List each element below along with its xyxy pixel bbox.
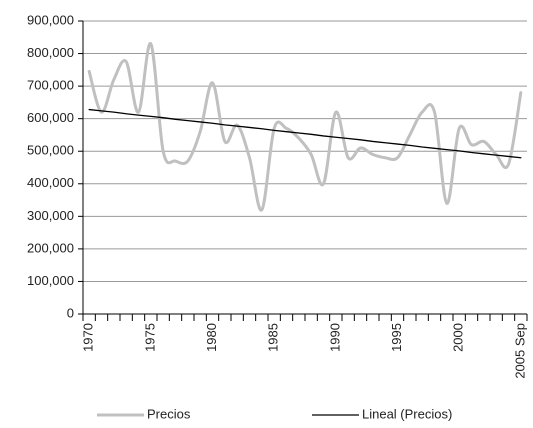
legend-label: Lineal (Precios): [362, 406, 452, 421]
x-tick-label: 2000: [451, 323, 466, 352]
y-tick-label: 300,000: [27, 208, 74, 223]
y-tick-label: 500,000: [27, 143, 74, 158]
x-tick-label: 1995: [389, 323, 404, 352]
series-line: [88, 108, 522, 159]
legend-label: Precios: [147, 406, 191, 421]
y-tick-label: 400,000: [27, 175, 74, 190]
x-tick-label: 1990: [327, 323, 342, 352]
x-tick-label: 2005 Sep: [512, 323, 527, 379]
y-tick-label: 200,000: [27, 240, 74, 255]
series-line: [87, 42, 523, 212]
y-tick-label: 800,000: [27, 45, 74, 60]
x-tick-label: 1970: [81, 323, 96, 352]
y-tick-label: 600,000: [27, 110, 74, 125]
x-tick-label: 1980: [204, 323, 219, 352]
y-tick-label: 0: [67, 305, 74, 320]
y-tick-label: 900,000: [27, 12, 74, 27]
x-tick-label: 1975: [142, 323, 157, 352]
x-tick-label: 1985: [266, 323, 281, 352]
y-tick-label: 100,000: [27, 273, 74, 288]
y-tick-label: 700,000: [27, 78, 74, 93]
